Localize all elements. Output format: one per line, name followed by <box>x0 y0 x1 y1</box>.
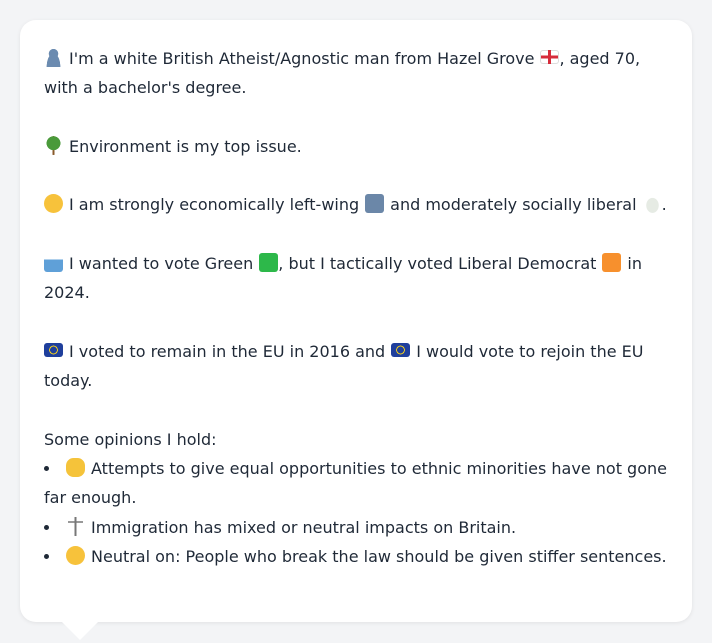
text: Environment is my top issue. <box>69 136 302 156</box>
text: I'm a white British Atheist/Agnostic man… <box>69 49 535 68</box>
opinions: Some opinions I hold: Attempts to give e… <box>44 425 668 571</box>
icon <box>391 342 411 357</box>
icon <box>44 48 63 67</box>
text: I am strongly economically left-wing <box>69 195 360 215</box>
icon <box>66 458 85 478</box>
icon <box>44 342 63 357</box>
text: I voted to remain in the EU in 2016 and <box>69 341 386 361</box>
text: . <box>661 195 667 215</box>
icon <box>642 194 662 214</box>
icon <box>540 50 560 64</box>
text: in 2024. <box>44 254 643 303</box>
text: and moderately socially liberal <box>390 195 637 215</box>
icon <box>66 516 85 536</box>
eu: I voted to remain in the EU in 2016 and I… <box>44 337 668 396</box>
text: Attempts to give equal opportunities to … <box>44 459 667 508</box>
icon <box>259 253 279 273</box>
opinion: Immigration has mixed or neutral impacts… <box>44 513 668 542</box>
text: Neutral on: People who break the law sho… <box>91 547 667 567</box>
text: , but I tactically voted Liberal Democra… <box>278 254 597 274</box>
speech-tail <box>62 622 98 640</box>
ideology: I am strongly economically left-wing and … <box>44 190 668 219</box>
profile-card: I'm a white British Atheist/Agnostic man… <box>20 20 692 640</box>
opinions-heading: Some opinions I hold: <box>44 429 217 449</box>
text: I would vote to rejoin the EU today. <box>44 341 644 391</box>
opinion: Neutral on: People who break the law sho… <box>44 542 668 571</box>
issue: Environment is my top issue. <box>44 132 668 161</box>
icon <box>365 194 385 214</box>
text: , aged 70, with a bachelor's degree. <box>44 49 641 98</box>
opinion: Attempts to give equal opportunities to … <box>44 454 668 513</box>
text: Immigration has mixed or neutral impacts… <box>91 517 517 537</box>
icon <box>66 546 85 566</box>
vote: I wanted to vote Green , but I tactically… <box>44 249 668 308</box>
text: I wanted to vote Green <box>69 254 254 274</box>
icon <box>44 253 63 273</box>
opinion-list: Attempts to give equal opportunities to … <box>44 454 668 571</box>
icon <box>602 253 622 273</box>
icon <box>44 194 63 214</box>
intro: I'm a white British Atheist/Agnostic man… <box>44 44 668 103</box>
icon <box>44 135 63 155</box>
